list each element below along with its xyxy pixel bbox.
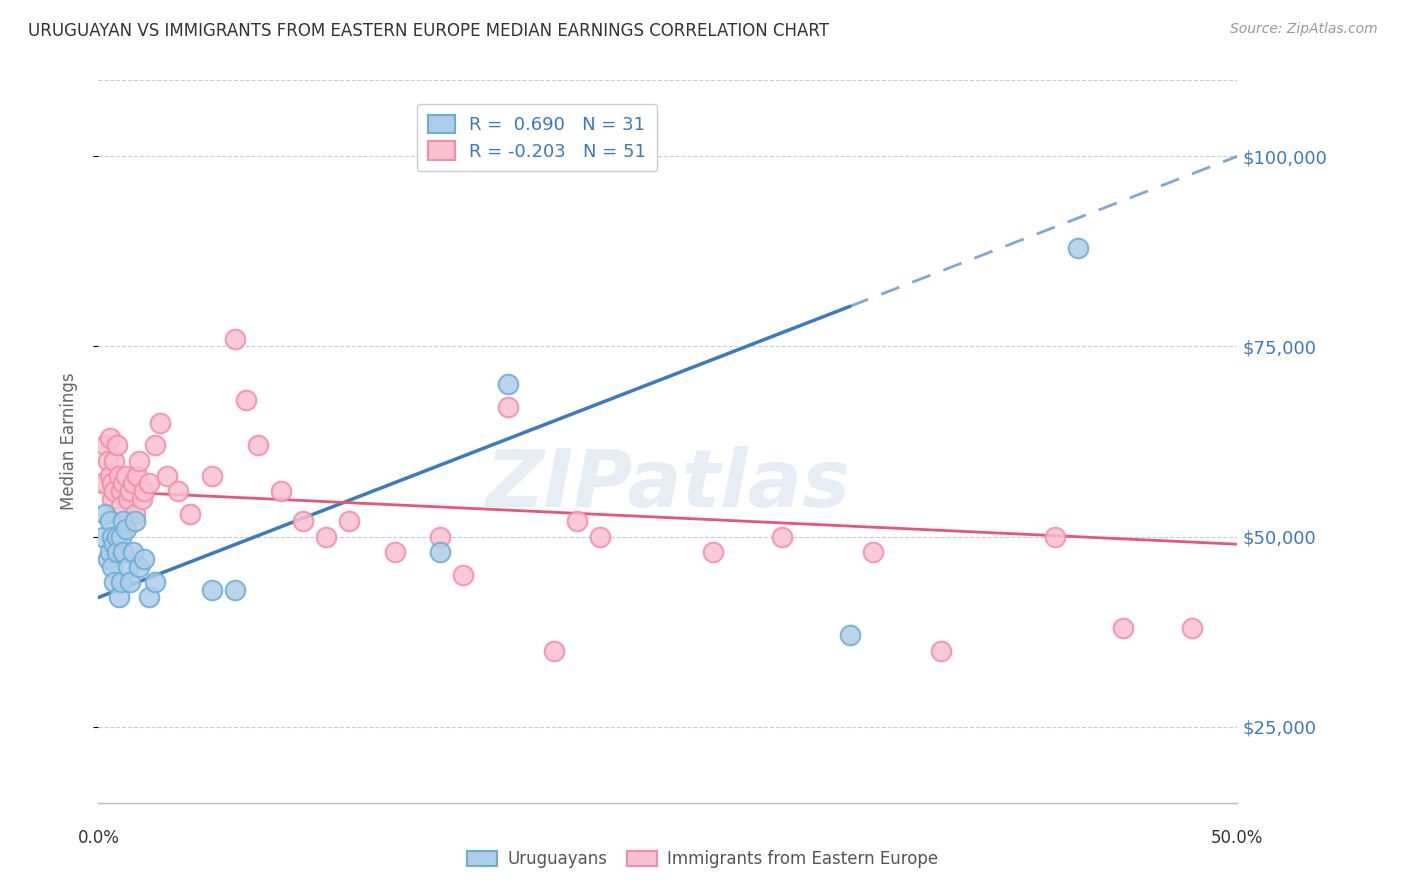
Legend: Uruguayans, Immigrants from Eastern Europe: Uruguayans, Immigrants from Eastern Euro… <box>461 844 945 875</box>
Point <box>98 545 121 559</box>
Point <box>929 643 952 657</box>
Point <box>101 560 124 574</box>
Point <box>270 483 292 498</box>
Point <box>246 438 269 452</box>
Point <box>98 468 121 483</box>
Point <box>114 522 136 536</box>
Point <box>138 476 160 491</box>
Point <box>128 453 150 467</box>
Point <box>98 431 121 445</box>
Point <box>117 491 139 506</box>
Point <box>103 453 125 467</box>
Legend: R =  0.690   N = 31, R = -0.203   N = 51: R = 0.690 N = 31, R = -0.203 N = 51 <box>416 103 657 171</box>
Point <box>167 483 190 498</box>
Text: URUGUAYAN VS IMMIGRANTS FROM EASTERN EUROPE MEDIAN EARNINGS CORRELATION CHART: URUGUAYAN VS IMMIGRANTS FROM EASTERN EUR… <box>28 22 830 40</box>
Point <box>112 515 135 529</box>
Point <box>839 628 862 642</box>
Point <box>1181 621 1204 635</box>
Point <box>124 507 146 521</box>
Point <box>565 515 588 529</box>
Point <box>108 591 131 605</box>
Point <box>1112 621 1135 635</box>
Text: 0.0%: 0.0% <box>77 830 120 847</box>
Point <box>156 468 179 483</box>
Point <box>862 545 884 559</box>
Point <box>145 438 167 452</box>
Point <box>121 545 143 559</box>
Point <box>108 468 131 483</box>
Point <box>132 483 155 498</box>
Point <box>149 416 172 430</box>
Point <box>96 453 118 467</box>
Point <box>429 530 451 544</box>
Point <box>429 545 451 559</box>
Point <box>121 476 143 491</box>
Point <box>120 483 142 498</box>
Point <box>384 545 406 559</box>
Point <box>110 575 132 590</box>
Point <box>98 515 121 529</box>
Point <box>103 575 125 590</box>
Point <box>770 530 793 544</box>
Point <box>337 515 360 529</box>
Point <box>91 530 114 544</box>
Text: 50.0%: 50.0% <box>1211 830 1264 847</box>
Point <box>588 530 610 544</box>
Text: Source: ZipAtlas.com: Source: ZipAtlas.com <box>1230 22 1378 37</box>
Point <box>498 377 520 392</box>
Point <box>224 582 246 597</box>
Point <box>127 468 149 483</box>
Point <box>224 332 246 346</box>
Point <box>451 567 474 582</box>
Point <box>315 530 337 544</box>
Point <box>120 575 142 590</box>
Text: ZIPatlas: ZIPatlas <box>485 446 851 524</box>
Point <box>112 476 135 491</box>
Point <box>94 438 117 452</box>
Point <box>114 468 136 483</box>
Point <box>110 530 132 544</box>
Point <box>103 537 125 551</box>
Point <box>105 530 128 544</box>
Point <box>110 483 132 498</box>
Point <box>91 476 114 491</box>
Point <box>96 552 118 566</box>
Point <box>235 392 257 407</box>
Point <box>101 530 124 544</box>
Point <box>1043 530 1066 544</box>
Point <box>543 643 565 657</box>
Point <box>94 507 117 521</box>
Point <box>117 560 139 574</box>
Point <box>105 438 128 452</box>
Y-axis label: Median Earnings: Median Earnings <box>59 373 77 510</box>
Point <box>145 575 167 590</box>
Point <box>201 582 224 597</box>
Point <box>131 491 153 506</box>
Point <box>201 468 224 483</box>
Point <box>138 591 160 605</box>
Point <box>101 491 124 506</box>
Point <box>498 401 520 415</box>
Point <box>124 515 146 529</box>
Point <box>292 515 315 529</box>
Point <box>105 545 128 559</box>
Point <box>112 545 135 559</box>
Point <box>103 483 125 498</box>
Point <box>179 507 201 521</box>
Point <box>1067 241 1090 255</box>
Point <box>132 552 155 566</box>
Point <box>128 560 150 574</box>
Point <box>110 499 132 513</box>
Point <box>702 545 724 559</box>
Point <box>101 476 124 491</box>
